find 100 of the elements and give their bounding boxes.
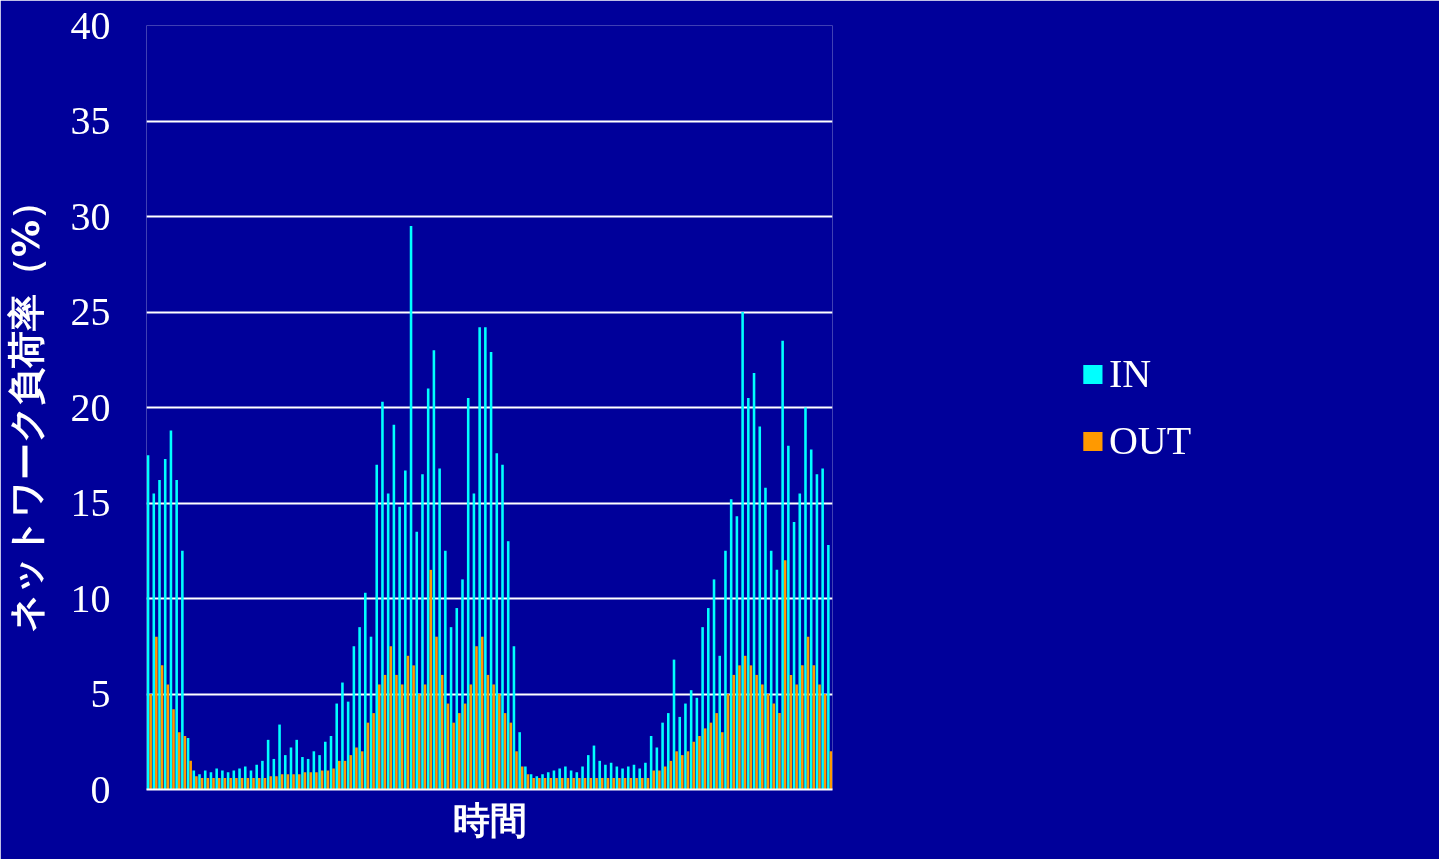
bar — [546, 772, 550, 790]
bar — [381, 401, 384, 790]
bar — [801, 665, 804, 790]
bar — [492, 684, 495, 790]
bar — [421, 474, 424, 790]
bar — [212, 778, 215, 790]
bar — [821, 468, 824, 790]
bar — [560, 778, 564, 790]
legend-label: OUT — [1108, 417, 1192, 464]
bar — [635, 778, 638, 790]
bar — [429, 569, 433, 790]
bar — [412, 665, 415, 790]
bar — [640, 778, 644, 790]
bar — [257, 778, 261, 790]
bar — [349, 755, 353, 790]
bar — [747, 397, 750, 790]
bar — [295, 739, 298, 790]
bar — [581, 766, 584, 790]
bar — [755, 674, 758, 790]
y-tick-label: 10 — [70, 575, 111, 621]
bar — [163, 459, 167, 790]
bar — [564, 766, 567, 790]
bar — [732, 674, 736, 790]
bar — [678, 716, 682, 790]
bar — [278, 724, 281, 790]
bar — [578, 778, 581, 790]
bar — [458, 713, 461, 790]
bar — [778, 713, 781, 790]
bar — [652, 770, 655, 790]
bar — [781, 340, 784, 790]
y-tick-label: 15 — [70, 480, 111, 525]
bar — [555, 778, 558, 790]
bar — [787, 445, 790, 790]
bar — [335, 703, 339, 790]
bar — [812, 665, 816, 790]
bar — [684, 703, 687, 790]
bar — [221, 770, 224, 790]
bar — [455, 608, 459, 790]
bar — [418, 694, 421, 790]
bar — [338, 760, 341, 790]
bar — [595, 778, 598, 790]
bar — [518, 732, 521, 790]
bar — [341, 682, 344, 790]
bar — [738, 665, 741, 790]
bar — [309, 772, 312, 790]
bar — [667, 713, 670, 790]
bar — [404, 470, 407, 790]
bar — [358, 627, 361, 790]
y-tick-label: 30 — [70, 193, 111, 239]
bar — [506, 541, 510, 790]
bar — [718, 655, 722, 790]
bar — [764, 487, 767, 790]
bar — [175, 480, 178, 790]
legend-label: IN — [1108, 350, 1152, 397]
bar — [524, 766, 527, 790]
bar — [707, 608, 710, 790]
bar — [621, 768, 624, 790]
bar — [598, 760, 601, 790]
bar — [498, 694, 501, 790]
bar — [658, 770, 661, 790]
bar — [155, 636, 158, 790]
bar — [203, 770, 207, 790]
bar — [435, 636, 438, 790]
bar — [444, 550, 447, 790]
bar — [681, 755, 684, 790]
bar — [275, 776, 278, 790]
bar — [541, 774, 544, 790]
bar — [364, 592, 367, 790]
bar — [301, 757, 304, 790]
bar — [315, 772, 318, 790]
y-tick-label: 35 — [70, 98, 111, 143]
bar — [461, 579, 464, 790]
bar — [501, 464, 504, 790]
bar — [484, 327, 487, 790]
bar — [638, 768, 641, 790]
bar — [238, 768, 241, 790]
bar — [478, 327, 481, 790]
bar — [701, 627, 704, 790]
bar — [600, 778, 604, 790]
bar — [721, 732, 724, 790]
bar — [532, 778, 535, 790]
bar — [626, 766, 630, 790]
bar — [297, 774, 301, 790]
bar — [229, 778, 232, 790]
bar — [798, 493, 802, 790]
bar — [181, 550, 184, 790]
bar — [372, 713, 375, 790]
x-axis-title: 時間 — [452, 797, 527, 842]
bar — [644, 762, 647, 790]
bar — [818, 684, 821, 790]
bar — [252, 778, 255, 790]
bar — [675, 751, 678, 790]
y-tick-label: 5 — [90, 671, 111, 716]
bar — [389, 646, 393, 790]
bar — [375, 464, 379, 790]
bar — [827, 545, 830, 790]
bar — [515, 751, 518, 790]
bar — [438, 468, 441, 790]
bar — [661, 722, 664, 790]
bar — [715, 713, 718, 790]
